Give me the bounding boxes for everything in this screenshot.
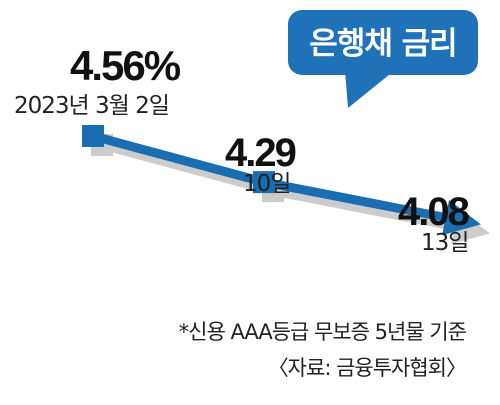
criteria-note: *신용 AAA등급 무보증 5년물 기준 (178, 320, 467, 344)
title-callout-pointer (345, 70, 395, 108)
value-label-3: 4.08 (398, 190, 470, 234)
x-label-2: 10일 (243, 171, 290, 197)
series-layer (82, 125, 490, 245)
x-label-3: 13일 (421, 230, 468, 256)
value-label-1: 4.56% (70, 42, 181, 89)
chart-title-callout: 은행채 금리 (288, 10, 478, 108)
title-callout-box (288, 10, 478, 75)
value-label-2: 4.29 (225, 131, 296, 175)
data-point-1 (82, 125, 104, 147)
x-label-1: 2023년 3월 2일 (14, 93, 169, 119)
source-note: 〈자료: 금융투자협회〉 (267, 356, 467, 380)
chart-title: 은행채 금리 (309, 26, 456, 62)
data-point-2 (253, 171, 275, 194)
